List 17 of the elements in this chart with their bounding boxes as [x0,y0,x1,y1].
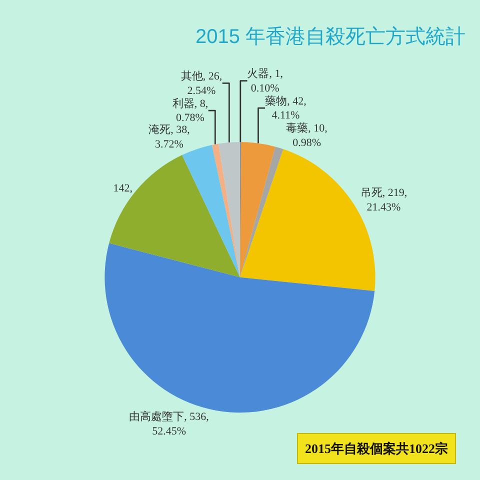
pie-slice [218,142,240,278]
pie-slice [240,146,284,278]
pie-slice [240,142,276,278]
pie-slice [104,243,375,412]
slice-label: 利器, 8, 0.78% [172,96,208,124]
slice-label: 淹死, 38, 3.72% [148,124,190,150]
slice-label: 吊死, 219, 21.43% [360,187,408,214]
data-label: 142, [113,182,133,195]
pie-slice [109,155,240,278]
slice-label: 藥物, 42, 4.11% [265,94,307,122]
slice-label: 由高處墮下, 536, 52.45% [129,410,210,438]
slice-label: 毒藥, 10, 0.98% [286,122,328,150]
pie-slice [182,144,240,278]
text: 2015年自殺個案共1022宗 [305,441,448,456]
slice-label: 火器, 1, 0.10% [247,67,284,94]
slice-label: 其他, 26, 2.54% [180,70,222,97]
chart-title: 2015 年香港自殺死亡方式統計 [196,24,466,48]
